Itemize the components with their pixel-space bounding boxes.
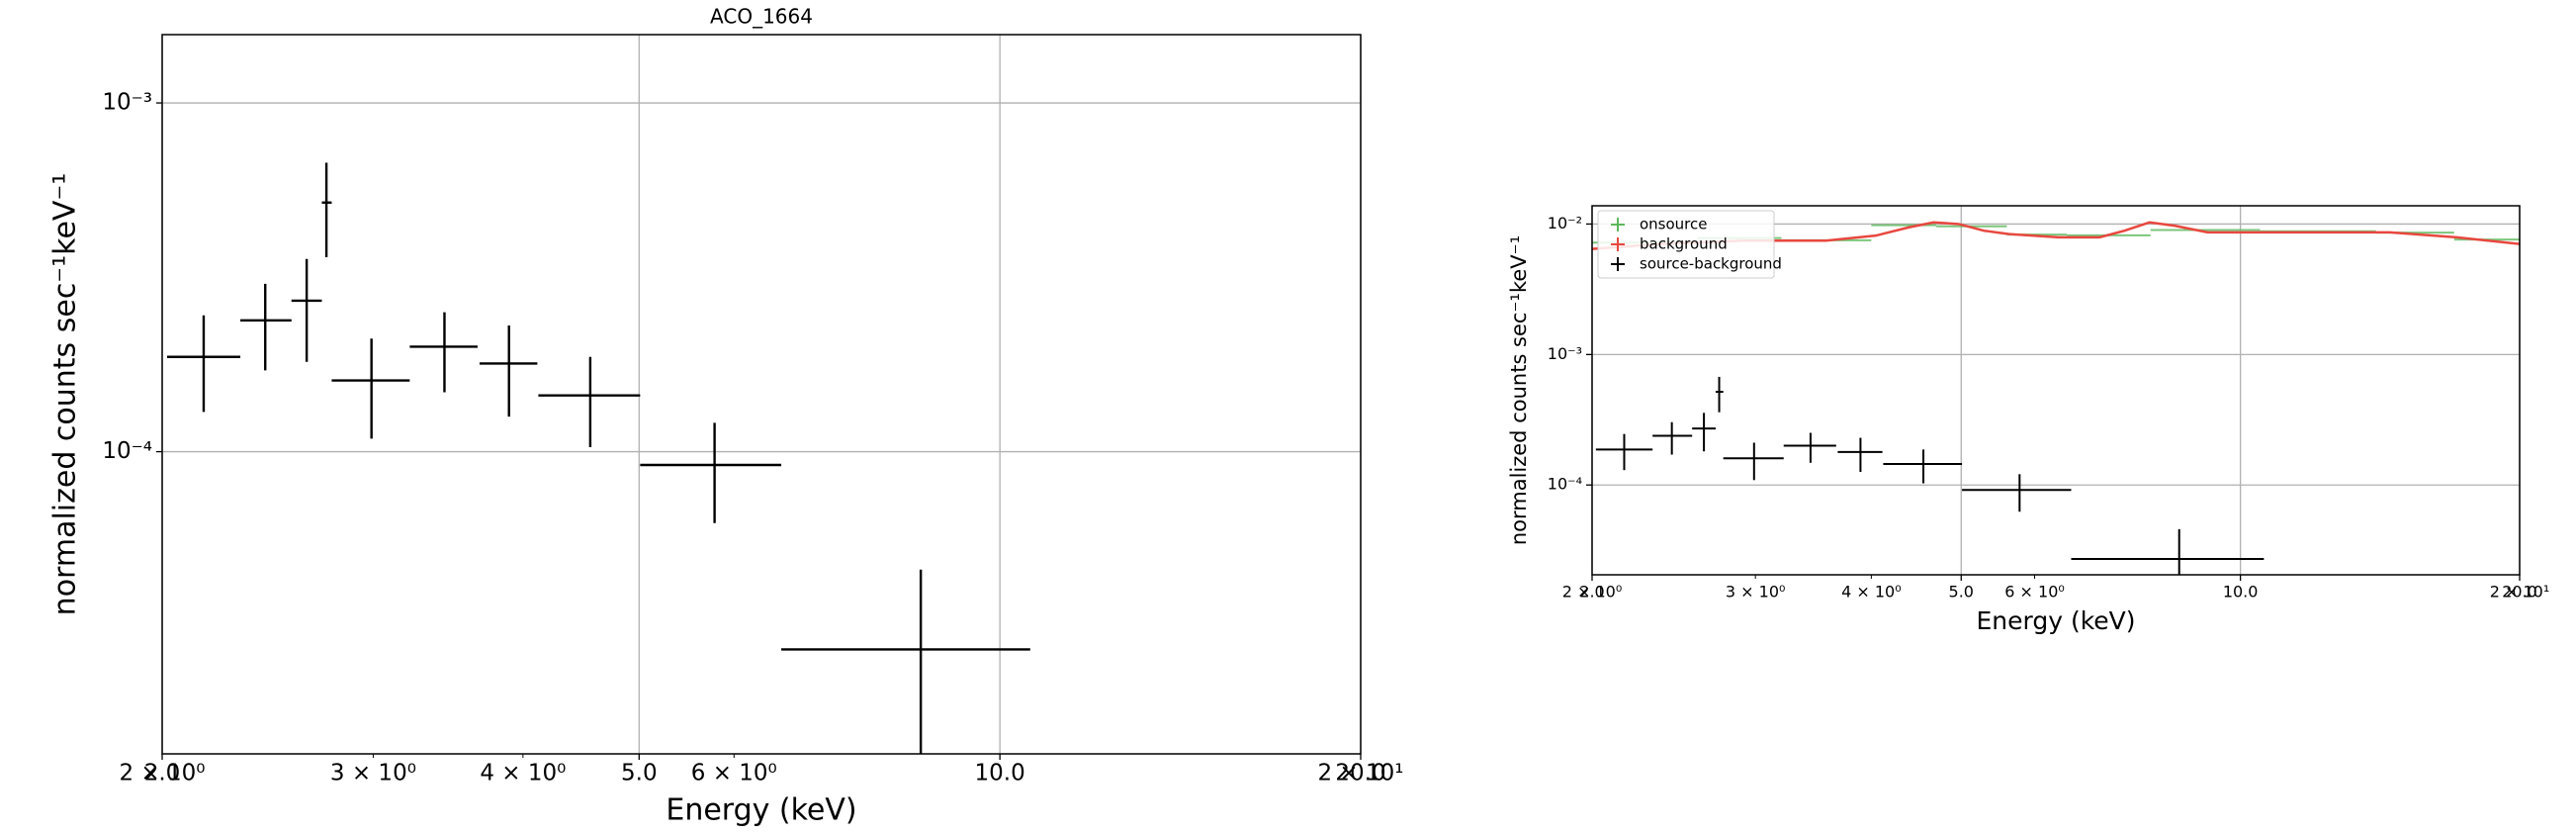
legend-label: onsource [1640, 216, 1708, 233]
y-tick-label: 10⁻⁴ [102, 438, 152, 464]
y-tick-label: 10⁻³ [1548, 344, 1582, 363]
x-axis-label: Energy (keV) [666, 793, 856, 828]
subplot: 2.0 5.0 10.0 20.0 2 × 10⁰ 3 × 10⁰ 4 × 10⁰ 6 × 1… [1507, 205, 2550, 635]
x-minor-tick-label: 2 × 10¹ [1317, 761, 1403, 787]
line [1592, 221, 2520, 250]
y-tick-label: 10⁻⁴ [1548, 475, 1582, 494]
y-axis-label: normalized counts sec⁻¹keV⁻¹ [48, 173, 83, 616]
x-tick-label: 10.0 [2223, 583, 2259, 602]
legend-label: background [1640, 235, 1728, 253]
x-minor-tick-label: 2 × 10⁰ [1562, 583, 1623, 602]
x-tick-label: 20.0 [1335, 761, 1385, 787]
x-minor-tick-label: 3 × 10⁰ [330, 761, 416, 787]
x-tick-label: 20.0 [2502, 583, 2537, 602]
x-tick-label: 5.0 [1949, 583, 1974, 602]
x-minor-tick-label: 3 × 10⁰ [1726, 583, 1786, 602]
x-minor-tick-label: 2 × 10¹ [2490, 583, 2550, 602]
x-minor-tick-label: 6 × 10⁰ [691, 761, 777, 787]
x-axis-label: Energy (keV) [1976, 606, 2135, 635]
x-tick-label: 2.0 [1579, 583, 1604, 602]
subplot: 2.0 5.0 10.0 20.0 2 × 10⁰ 3 × 10⁰ 4 × 10⁰ 6 × 1… [48, 5, 1404, 828]
plot-area [1592, 221, 2520, 575]
y-axis-label: normalized counts sec⁻¹keV⁻¹ [1507, 235, 1531, 545]
x-tick-label: 5.0 [621, 761, 658, 787]
axes-frame [1591, 205, 2521, 576]
axes-frame [161, 34, 1362, 755]
x-minor-tick-label: 4 × 10⁰ [1841, 583, 1902, 602]
x-tick-label: 10.0 [975, 761, 1025, 787]
y-tick-label: 10⁻² [1548, 214, 1582, 232]
x-minor-tick-label: 2 × 10⁰ [119, 761, 205, 787]
legend: onsource background source-background [1597, 210, 1782, 279]
y-tick-label: 10⁻³ [102, 90, 152, 116]
plot-area [166, 162, 1030, 754]
legend-label: source-background [1640, 255, 1782, 273]
x-minor-tick-label: 6 × 10⁰ [2004, 583, 2065, 602]
x-tick-label: 2.0 [144, 761, 181, 787]
chart-title: ACO_1664 [710, 5, 813, 29]
x-minor-tick-label: 4 × 10⁰ [480, 761, 566, 787]
legend-box [1597, 210, 1775, 279]
